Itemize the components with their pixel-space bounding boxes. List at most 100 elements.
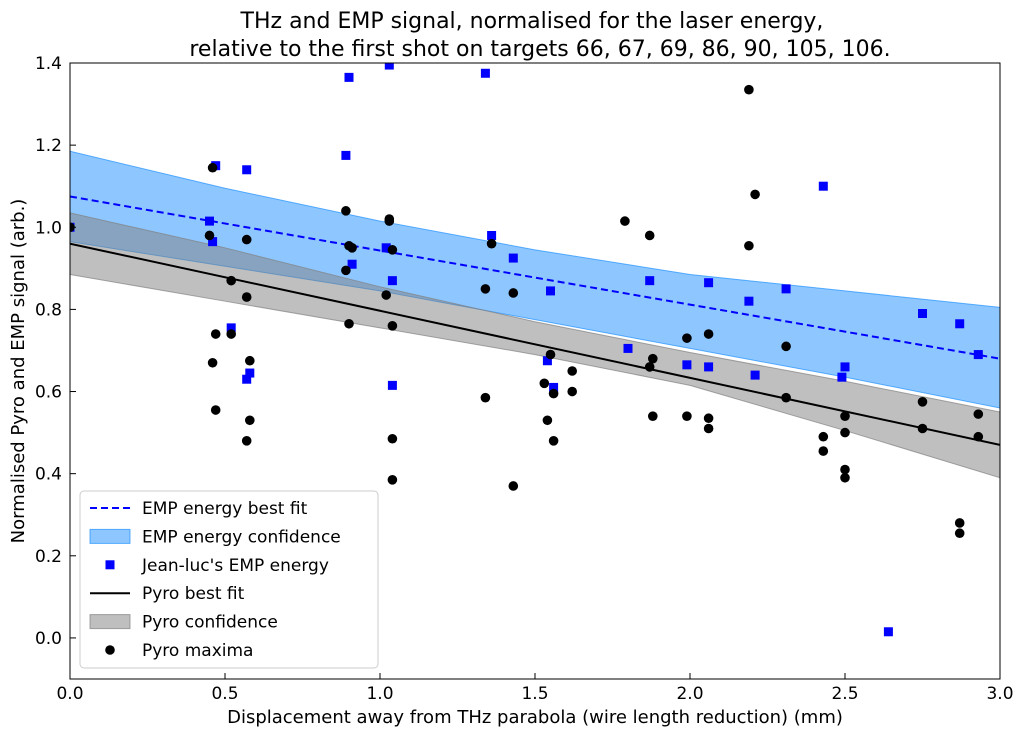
emp-energy-point: [883, 627, 893, 637]
pyro-maxima-point: [954, 528, 965, 539]
emp-energy-point: [840, 362, 850, 372]
pyro-maxima-point: [241, 436, 252, 446]
emp-energy-point: [242, 165, 252, 175]
x-axis-label: Displacement away from THz parabola (wir…: [227, 707, 843, 728]
pyro-maxima-point: [381, 290, 392, 300]
x-tick-label: 1.5: [521, 684, 548, 704]
legend-swatch-square: [105, 560, 115, 570]
pyro-maxima-point: [818, 446, 829, 456]
pyro-maxima-point: [840, 464, 850, 475]
emp-energy-point: [487, 230, 497, 240]
x-tick-label: 2.5: [831, 684, 858, 704]
legend-label: EMP energy best fit: [142, 499, 308, 519]
pyro-maxima-point: [347, 243, 357, 253]
emp-energy-point: [242, 374, 252, 384]
emp-energy-point: [347, 259, 357, 269]
emp-energy-point: [384, 63, 394, 70]
legend-label: Jean-luc's EMP energy: [141, 556, 329, 576]
x-tick-label: 0.0: [56, 684, 83, 704]
y-tick-label: 1.0: [35, 218, 62, 238]
pyro-maxima-point: [548, 436, 559, 446]
pyro-maxima-point: [682, 333, 692, 343]
x-tick-label: 0.5: [211, 684, 238, 704]
pyro-maxima-point: [545, 349, 556, 360]
legend-box: [79, 490, 379, 669]
pyro-maxima-point: [210, 329, 221, 339]
emp-energy-point: [387, 380, 397, 390]
pyro-maxima-point: [917, 397, 928, 407]
pyro-maxima-point: [954, 518, 965, 528]
pyro-maxima-point: [341, 206, 351, 216]
emp-energy-point: [818, 181, 828, 191]
legend-swatch-patch: [89, 614, 131, 630]
emp-energy-point: [480, 68, 490, 78]
x-tick-label: 1.0: [366, 684, 393, 704]
y-axis-label: Normalised Pyro and EMP signal (arb.): [8, 199, 29, 544]
pyro-maxima-point: [682, 411, 692, 421]
y-tick-label: 0.4: [35, 465, 62, 485]
legend-swatch-circle: [105, 645, 115, 655]
emp-energy-point: [245, 368, 255, 378]
emp-energy-point: [549, 382, 559, 392]
pyro-maxima-point: [480, 392, 491, 403]
pyro-maxima-point: [226, 329, 236, 339]
pyro-maxima-point: [480, 284, 491, 294]
legend-label: Pyro best fit: [142, 584, 245, 604]
pyro-maxima-point: [548, 388, 559, 399]
y-tick-label: 0.0: [35, 629, 62, 649]
y-tick-label: 0.8: [35, 300, 62, 320]
pyro-maxima-point: [781, 341, 791, 352]
emp-energy-point: [645, 276, 655, 286]
pyro-maxima-point: [744, 240, 754, 251]
emp-energy-point: [546, 286, 555, 296]
emp-energy-point: [781, 284, 791, 294]
pyro-maxima-point: [241, 292, 252, 302]
emp-energy-point: [704, 278, 714, 288]
y-tick-label: 1.4: [35, 54, 62, 74]
legend-label: Pyro confidence: [142, 613, 278, 633]
pyro-maxima-point: [644, 230, 655, 241]
emp-energy-point: [381, 243, 391, 253]
emp-energy-point: [750, 370, 760, 380]
x-tick-label: 2.0: [676, 684, 703, 704]
y-tick-label: 0.6: [35, 383, 62, 403]
pyro-maxima-point: [384, 216, 395, 226]
y-axis: 0.0 0.2 0.4 0.6 0.8 1.0 1.2 1.4: [35, 54, 76, 649]
pyro-best-fit-line: [70, 242, 1000, 446]
pyro-maxima-point: [387, 433, 398, 444]
pyro-maxima-point: [567, 366, 577, 376]
emp-energy-point: [744, 296, 754, 306]
emp-energy-point: [623, 343, 633, 353]
pyro-maxima-point: [973, 409, 984, 419]
pyro-maxima-point: [744, 84, 754, 95]
emp-energy-point: [837, 372, 847, 382]
pyro-maxima-point: [840, 427, 850, 438]
pyro-maxima-point: [508, 288, 519, 298]
pyro-maxima-point: [840, 411, 850, 421]
pyro-maxima-point: [210, 405, 221, 415]
legend-swatch-patch: [89, 528, 131, 544]
pyro-maxima-point: [818, 431, 829, 442]
emp-energy-point: [704, 362, 714, 372]
chart-title-line2: relative to the first shot on targets 66…: [189, 37, 890, 62]
y-tick-label: 0.2: [35, 547, 62, 567]
emp-energy-point: [508, 253, 518, 263]
emp-energy-point: [542, 356, 552, 366]
y-tick-label: 1.2: [35, 136, 62, 156]
pyro-maxima-point: [703, 413, 714, 424]
pyro-maxima-point: [207, 162, 218, 173]
pyro-maxima-point: [620, 216, 630, 226]
pyro-maxima-point: [539, 378, 550, 389]
pyro-maxima-point: [387, 475, 398, 485]
chart-title-line1: THz and EMP signal, normalised for the l…: [240, 9, 824, 34]
legend-label: Pyro maxima: [142, 641, 253, 661]
emp-energy-point: [226, 323, 236, 333]
legend: EMP energy best fit EMP energy confidence…: [79, 490, 379, 669]
pyro-maxima-point: [750, 189, 760, 200]
emp-energy-point: [682, 360, 692, 370]
pyro-maxima-point: [344, 318, 354, 329]
emp-energy-point: [341, 150, 351, 160]
emp-energy-point: [387, 276, 397, 286]
